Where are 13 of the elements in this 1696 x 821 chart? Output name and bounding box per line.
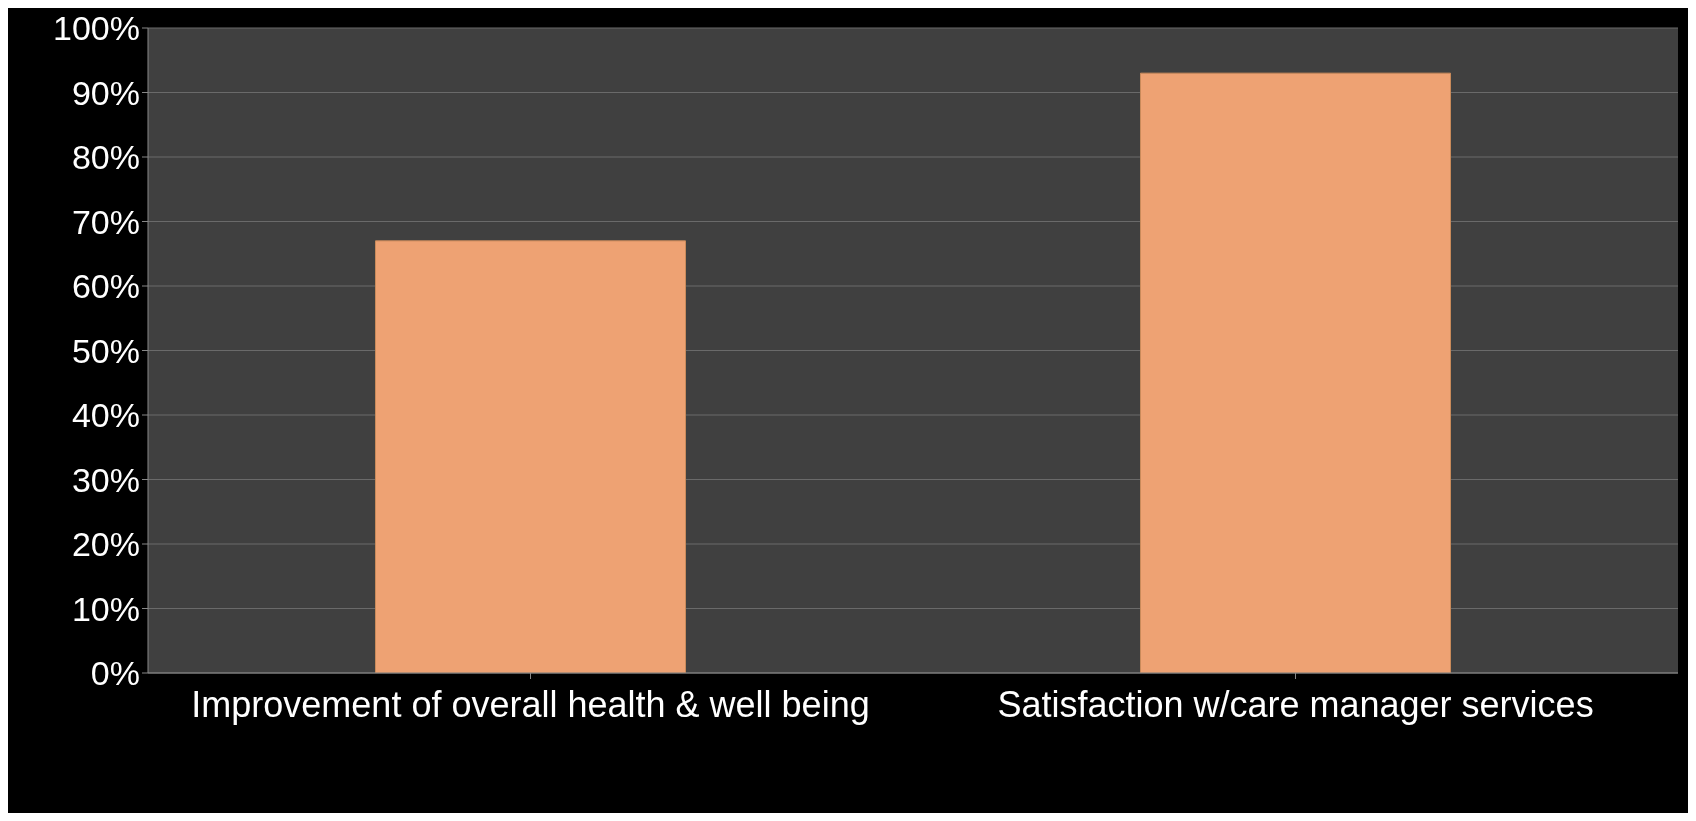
y-tick-label: 70% [71, 202, 140, 241]
y-tick-label: 30% [71, 460, 140, 499]
y-tick-label: 50% [71, 331, 140, 370]
x-tick-label: Improvement of overall health & well being [191, 683, 870, 725]
y-tick-label: 80% [71, 138, 140, 177]
y-tick-label: 60% [71, 267, 140, 306]
y-tick-label: 40% [71, 396, 140, 435]
y-tick-label: 0% [90, 654, 140, 693]
y-tick-label: 90% [71, 73, 140, 112]
x-tick-label: Satisfaction w/care manager services [997, 683, 1594, 725]
y-tick-label: 20% [71, 525, 140, 564]
y-tick-label: 100% [53, 9, 140, 48]
y-tick-label: 10% [71, 589, 140, 628]
